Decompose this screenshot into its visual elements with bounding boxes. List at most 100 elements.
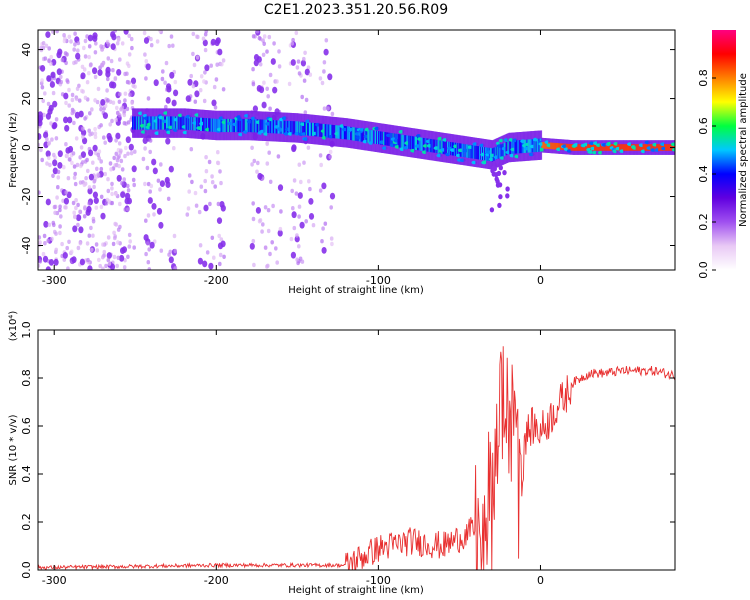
ridge-core — [286, 120, 289, 134]
noise-speck — [71, 151, 76, 156]
ridge-core — [183, 116, 186, 130]
noise-speck — [295, 65, 300, 70]
colorbar-ticks: 0.0 0.2 0.4 0.6 0.8 — [697, 69, 716, 279]
ridge-core — [571, 144, 574, 151]
noise-speck — [159, 162, 163, 167]
ridge-core — [518, 140, 520, 154]
noise-speck — [89, 225, 93, 231]
noise-speck — [268, 179, 273, 184]
ridge-core — [230, 118, 232, 133]
ridge-core — [358, 128, 361, 142]
noise-speck — [294, 191, 299, 196]
ridge-core — [187, 116, 189, 130]
noise-speck — [94, 205, 99, 210]
noise-speck — [72, 210, 76, 215]
ridge-core — [153, 116, 155, 130]
noise-speck — [67, 239, 71, 244]
noise-speck — [144, 218, 148, 223]
noise-speck — [42, 112, 46, 118]
ridge-core — [132, 116, 134, 130]
ridge-core — [245, 118, 248, 133]
ridge-core — [470, 145, 472, 159]
noise-speck — [198, 243, 203, 248]
noise-speck — [146, 260, 151, 265]
noise-speck — [112, 254, 117, 260]
noise-speck — [302, 78, 307, 83]
noise-speck — [62, 38, 67, 44]
ridge-core — [509, 140, 511, 154]
ridge-tail — [505, 193, 510, 199]
noise-speck — [44, 43, 49, 48]
noise-speck — [103, 103, 108, 109]
noise-speck — [165, 97, 171, 104]
noise-speck — [189, 147, 194, 152]
ridge-core — [508, 140, 510, 155]
noise-speck — [128, 239, 132, 244]
noise-speck — [265, 264, 269, 269]
noise-speck — [265, 49, 269, 54]
y-tick-label: 20 — [20, 92, 33, 106]
ridge-core — [569, 144, 572, 151]
noise-speck — [119, 158, 124, 164]
noise-speck — [321, 226, 325, 231]
noise-speck — [251, 201, 255, 206]
noise-speck — [302, 160, 306, 165]
ridge-core — [141, 116, 144, 130]
noise-speck — [83, 205, 87, 210]
ridge-core — [236, 118, 238, 133]
ridge-core — [256, 119, 259, 133]
ridge-core — [345, 126, 347, 140]
ridge-core — [511, 140, 513, 154]
noise-speck — [322, 69, 326, 74]
noise-speck — [87, 201, 91, 206]
noise-speck — [110, 43, 116, 50]
ridge-core — [657, 144, 659, 151]
noise-speck — [251, 34, 256, 39]
noise-speck — [87, 265, 93, 270]
noise-speck — [258, 62, 263, 67]
noise-speck — [272, 86, 278, 94]
noise-speck — [120, 167, 125, 172]
ridge-core — [400, 134, 402, 148]
noise-speck — [43, 56, 48, 61]
ridge-core — [295, 121, 297, 135]
noise-speck — [291, 211, 297, 219]
noise-speck — [84, 176, 88, 181]
noise-speck — [292, 225, 297, 231]
noise-speck — [73, 31, 77, 36]
ridge-core — [397, 134, 400, 148]
noise-speck — [204, 155, 208, 160]
ridge-core — [403, 134, 405, 149]
ridge-core — [134, 116, 137, 130]
noise-speck — [106, 132, 112, 140]
y-tick-label: 40 — [20, 43, 33, 57]
noise-speck — [71, 200, 76, 206]
noise-speck — [97, 69, 103, 76]
noise-speck — [87, 233, 92, 238]
ridge-core — [279, 120, 282, 134]
noise-speck — [48, 162, 52, 168]
noise-speck — [92, 184, 96, 190]
ridge-core — [381, 131, 384, 145]
noise-speck — [304, 68, 310, 76]
x-tick-label: 0 — [537, 274, 544, 287]
ridge-core — [255, 119, 258, 133]
ridge-core — [338, 125, 340, 139]
noise-speck — [56, 175, 61, 180]
noise-speck — [125, 192, 131, 200]
ridge-core — [181, 116, 184, 130]
noise-speck — [45, 266, 51, 270]
noise-speck — [290, 41, 295, 46]
ridge-core — [445, 141, 447, 155]
noise-speck — [93, 74, 98, 80]
noise-speck — [210, 180, 215, 185]
noise-speck — [74, 198, 78, 203]
noise-speck — [92, 67, 98, 75]
noise-speck — [107, 261, 112, 266]
ridge-core — [146, 116, 149, 130]
noise-speck — [83, 54, 88, 59]
ridge-core — [299, 121, 301, 135]
ridge-core — [542, 141, 544, 149]
noise-speck — [114, 191, 118, 197]
noise-speck — [297, 214, 301, 219]
